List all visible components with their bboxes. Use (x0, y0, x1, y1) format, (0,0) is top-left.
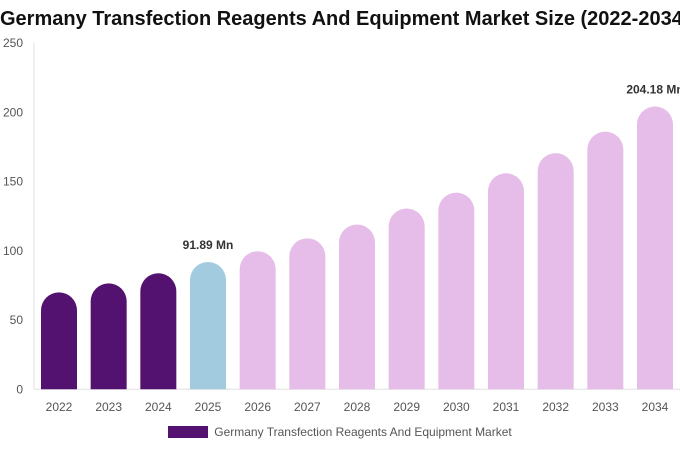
bar-2031 (488, 173, 524, 390)
x-tick-label: 2025 (195, 400, 222, 414)
x-tick-label: 2032 (542, 400, 569, 414)
legend: Germany Transfection Reagents And Equipm… (0, 425, 680, 439)
data-label-2025: 91.89 Mn (183, 238, 234, 252)
x-tick-label: 2026 (244, 400, 271, 414)
chart-title: Germany Transfection Reagents And Equipm… (0, 8, 680, 30)
y-tick-label: 150 (3, 175, 23, 189)
x-tick-label: 2031 (493, 400, 520, 414)
x-tick-label: 2034 (642, 400, 669, 414)
x-tick-label: 2027 (294, 400, 321, 414)
x-tick-label: 2028 (344, 400, 371, 414)
bar-2027 (289, 238, 326, 390)
y-tick-label: 200 (3, 105, 23, 119)
bar-chart: 0 50 100 150 200 250 2022 2023 2024 2025 91.89 Mn 2… (3, 36, 680, 414)
bar-2024 (140, 273, 177, 390)
data-label-2034: 204.18 Mn (626, 82, 680, 96)
x-tick-label: 2030 (443, 400, 470, 414)
legend-label: Germany Transfection Reagents And Equipm… (214, 425, 512, 439)
x-tick-label: 2022 (46, 400, 73, 414)
bar-2030 (438, 192, 475, 390)
legend-swatch (168, 426, 209, 438)
x-tick-label: 2024 (145, 400, 172, 414)
bar-2029 (388, 208, 425, 390)
x-tick-label: 2029 (393, 400, 420, 414)
y-tick-label: 250 (3, 36, 23, 50)
bar-2025 (190, 262, 226, 390)
x-tick-label: 2033 (592, 400, 619, 414)
bar-2034 (637, 106, 673, 390)
bar-2022 (41, 292, 77, 390)
y-tick-label: 100 (3, 244, 23, 258)
y-tick-label: 50 (10, 313, 24, 327)
bar-2023 (90, 283, 127, 390)
bar-2033 (587, 131, 624, 390)
x-tick-label: 2023 (95, 400, 122, 414)
y-tick-label: 0 (16, 382, 23, 396)
bar-2028 (339, 224, 375, 390)
bar-2026 (239, 251, 276, 390)
bar-2032 (537, 153, 574, 390)
